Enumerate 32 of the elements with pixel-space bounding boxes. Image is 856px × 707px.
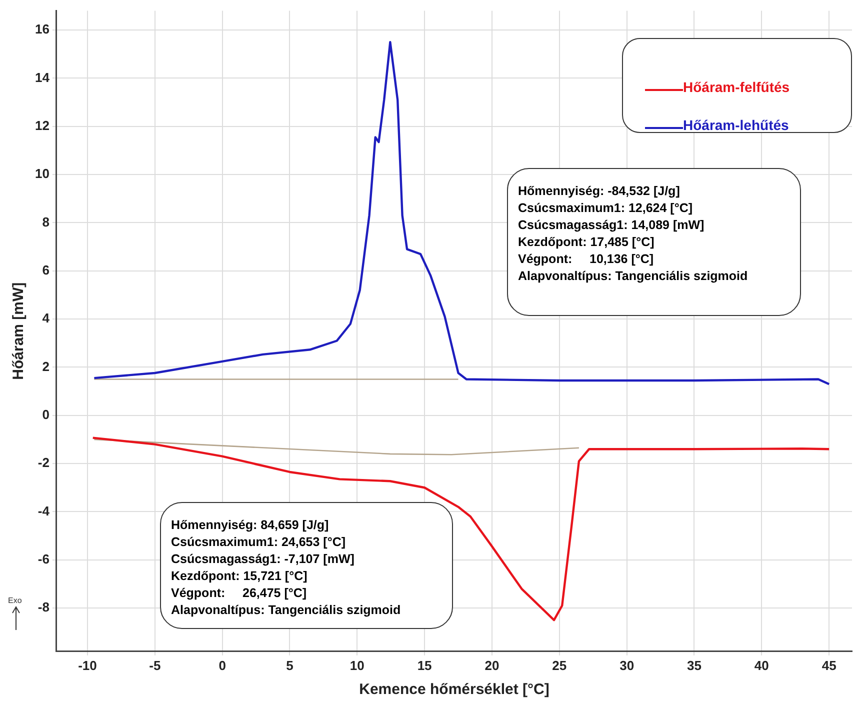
text: Exo bbox=[8, 596, 22, 605]
x-tick-label: 35 bbox=[687, 658, 702, 673]
y-tick-label: -8 bbox=[38, 600, 50, 615]
y-tick-label: -2 bbox=[38, 455, 50, 470]
y-axis-title: Hőáram [mW] bbox=[10, 282, 28, 380]
x-tick-label: 30 bbox=[620, 658, 634, 673]
y-tick-label: 4 bbox=[42, 310, 50, 326]
x-tick-label: 20 bbox=[484, 658, 500, 673]
x-tick-label: -10 bbox=[78, 658, 97, 673]
y-tick-label: 6 bbox=[42, 262, 50, 278]
y-tick-label: 12 bbox=[34, 118, 50, 133]
y-tick-label: 10 bbox=[34, 166, 50, 182]
y-tick-label: 8 bbox=[42, 214, 50, 230]
x-tick-label: 25 bbox=[552, 658, 567, 673]
x-tick-label: -5 bbox=[149, 658, 161, 673]
x-tick-label: 40 bbox=[754, 658, 769, 673]
legend-label: Hőáram-lehűtés bbox=[683, 117, 789, 133]
legend-label: Hőáram-felfűtés bbox=[683, 79, 790, 95]
callout-box: Hőmennyiség: 84,659 [J/g] Csúcsmaximum1: 24,653 [°C] Csúcsmagasság1: -7,107 [mW] Kezdőpont: 15,721 [°C] Végpont: 26,475 [°C] Alapvonaltípus: Tangenciális szigmoid bbox=[160, 502, 453, 629]
x-tick-label: 0 bbox=[218, 658, 226, 673]
x-tick-label: 45 bbox=[822, 658, 836, 673]
x-tick-label: 10 bbox=[350, 658, 364, 673]
x-tick-label: 5 bbox=[286, 658, 294, 673]
y-tick-label: 14 bbox=[34, 70, 50, 85]
x-tick-label: 15 bbox=[417, 658, 432, 673]
y-tick-label: 0 bbox=[42, 406, 50, 422]
y-tick-label: 2 bbox=[42, 358, 50, 374]
callout-box: Hőmennyiség: -84,532 [J/g] Csúcsmaximum1: 12,624 [°C] Csúcsmagasság1: 14,089 [mW] Kezdőpont: 17,485 [°C] Végpont: 10,136 [°C] Alapvonaltípus: Tangenciális szigmoid bbox=[507, 168, 801, 316]
y-tick-label: 16 bbox=[34, 22, 50, 37]
y-tick-label: -6 bbox=[38, 551, 50, 566]
x-axis-title: Kemence hőmérséklet [°C] bbox=[359, 681, 550, 698]
y-tick-label: -4 bbox=[38, 503, 50, 518]
